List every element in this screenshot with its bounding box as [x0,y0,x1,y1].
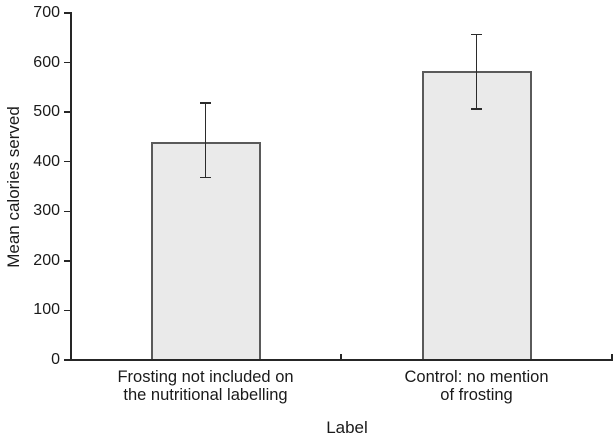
y-tick-label: 400 [33,152,60,170]
category-label-line: of frosting [440,385,513,404]
category-label: Frosting not included on the nutritional … [66,368,346,404]
y-tick [64,12,70,14]
error-bar-cap [200,102,211,104]
category-label-line: Frosting not included on [117,368,294,386]
y-tick [64,111,70,113]
x-tick [611,354,613,359]
error-bar-cap [471,33,482,36]
y-tick-label: 500 [33,103,60,121]
y-tick [64,210,70,213]
x-axis-line [70,359,613,361]
y-tick-label: 300 [33,202,60,220]
y-tick-label: 200 [33,251,60,269]
y-tick [64,309,70,312]
bar [421,70,532,360]
error-bar-cap [471,108,482,110]
y-tick [64,359,70,361]
y-tick-label: 700 [33,4,60,21]
y-tick [64,61,70,64]
category-label: Control: no mention of frosting [337,368,616,404]
y-tick [64,260,70,262]
category-label-line: the nutritional labelling [123,385,288,404]
y-tick-label: 600 [33,53,60,71]
error-bar-line [204,103,207,178]
y-tick [64,160,70,163]
bar [150,141,261,360]
category-label-line: Control: no mention [404,368,549,386]
y-tick-label: 100 [33,301,60,319]
x-axis-title: Label [326,418,368,437]
y-tick-label: 0 [51,351,60,368]
x-tick [340,354,342,359]
error-bar-line [475,34,478,110]
error-bar-cap [200,176,211,179]
y-axis-line [70,12,72,361]
